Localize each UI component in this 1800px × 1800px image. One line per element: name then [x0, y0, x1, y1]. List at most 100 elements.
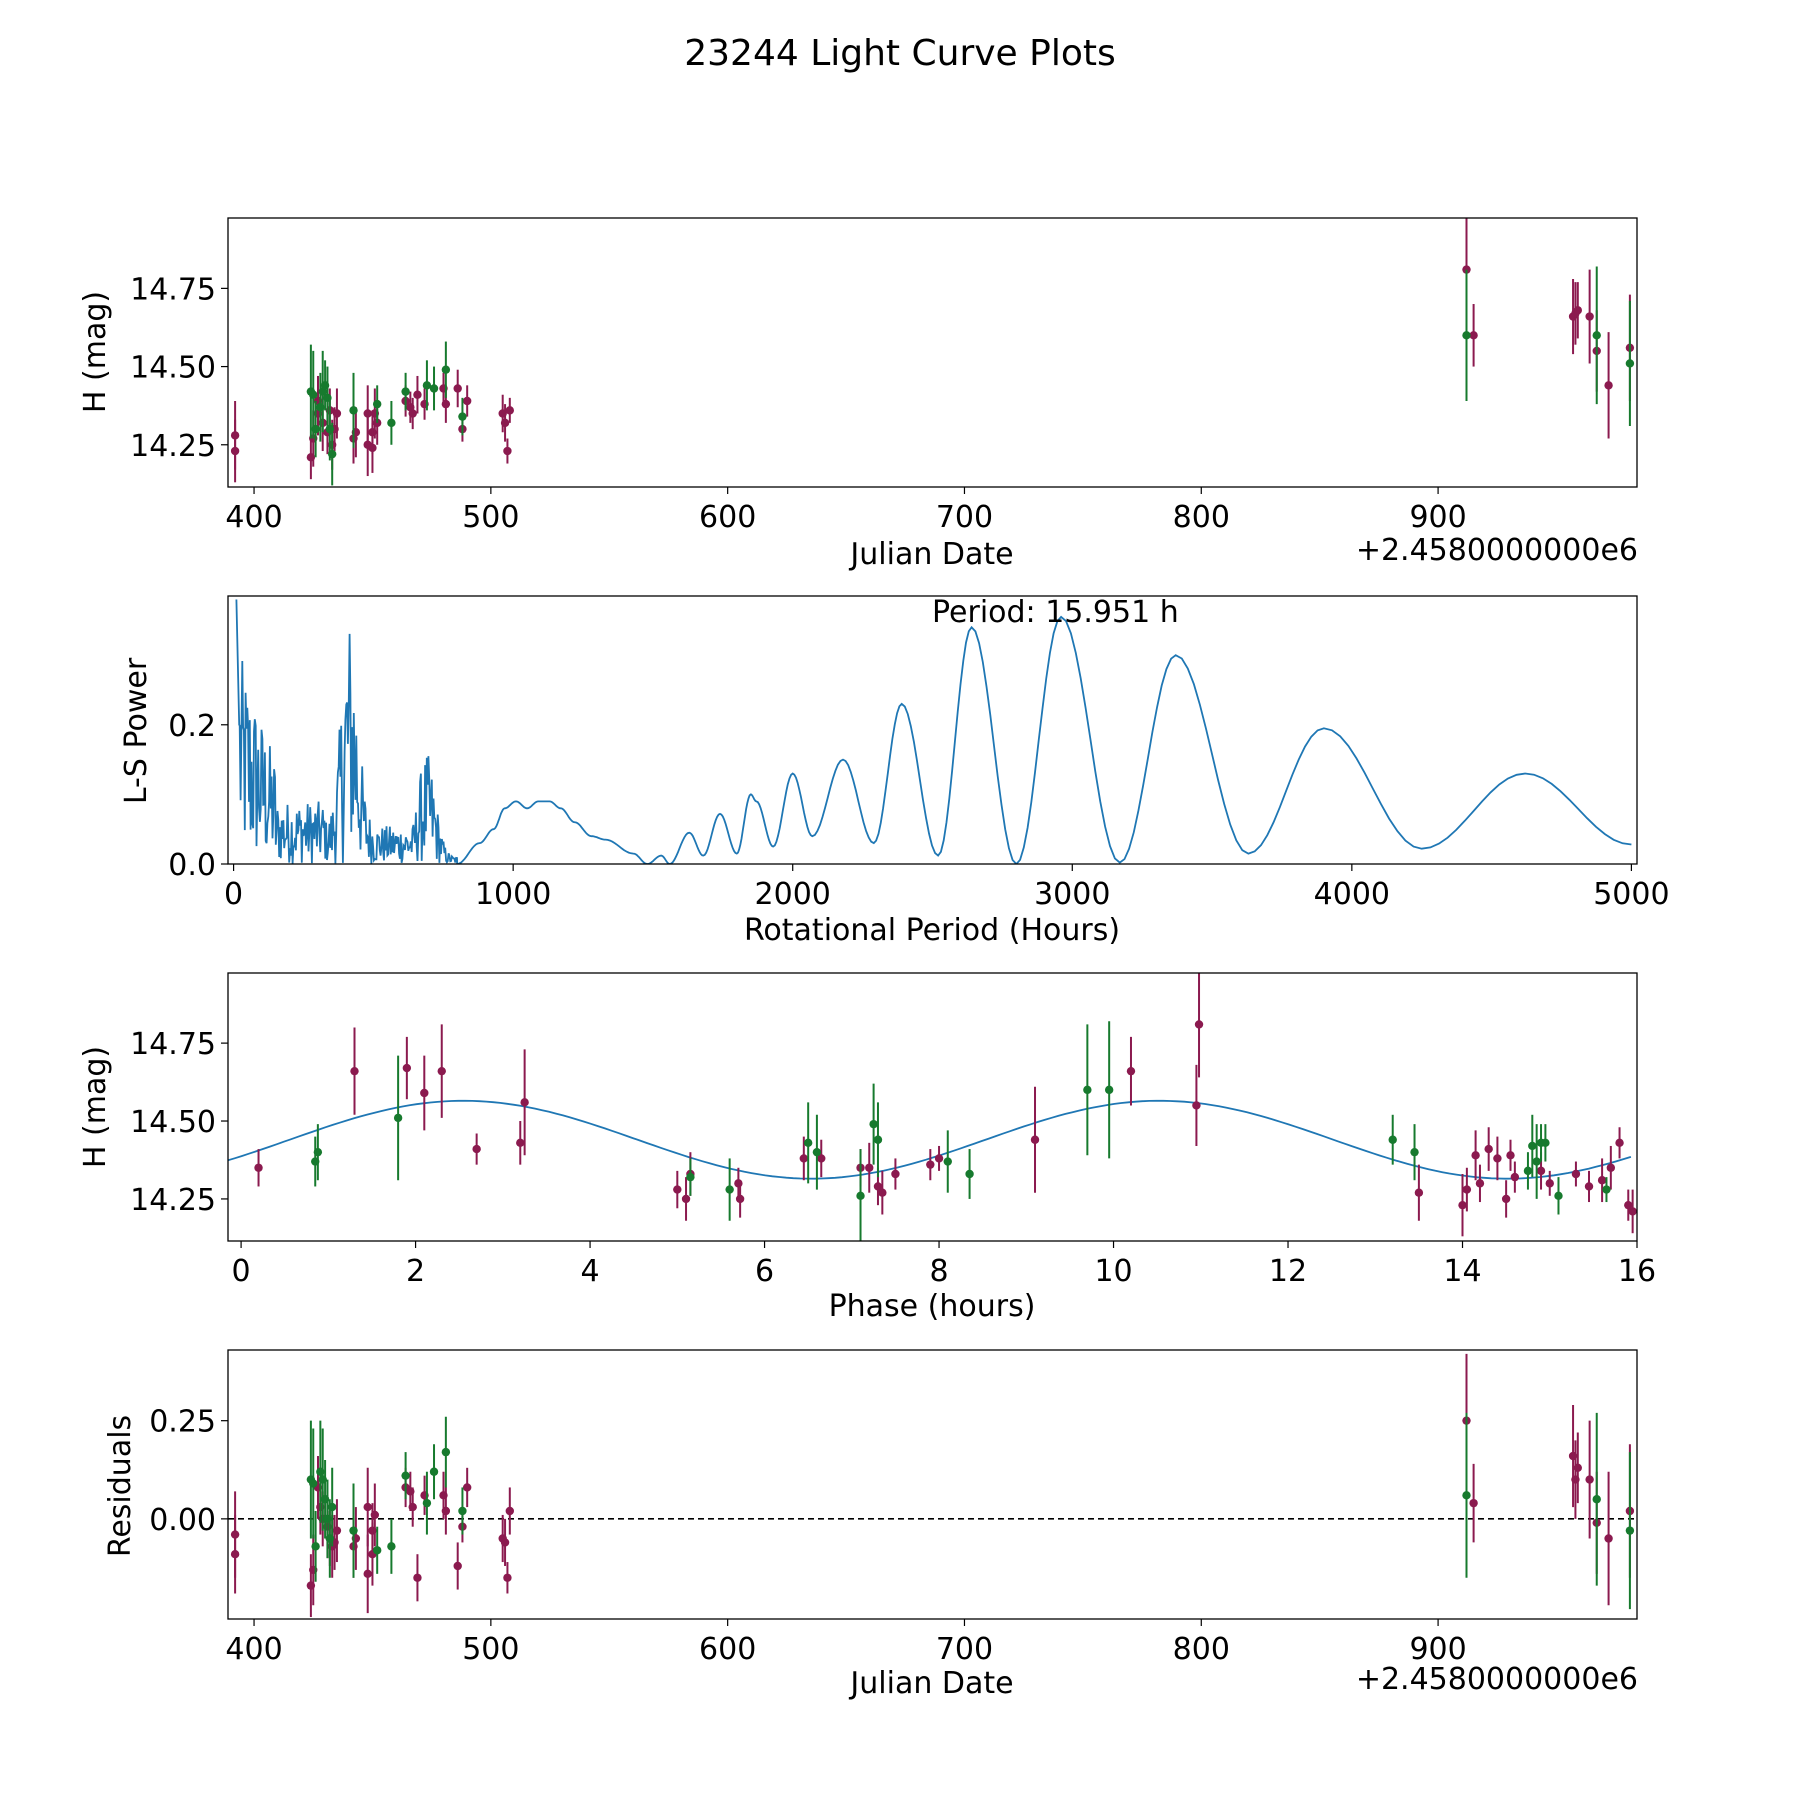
phased-filter_a-point	[1471, 1151, 1480, 1160]
periodogram-xtick-label: 3000	[1034, 877, 1110, 912]
lightcurve-filter_b-point	[1592, 331, 1601, 340]
phased-filter_b-point	[873, 1135, 883, 1144]
periodogram-xtick-label: 1000	[475, 877, 551, 912]
lightcurve-filter_a-point	[462, 396, 472, 406]
residuals-filter_a-point	[408, 1502, 417, 1512]
residuals-filter_b-point	[372, 1546, 382, 1555]
phased-ytick-label: 14.75	[130, 1027, 216, 1062]
residuals-frame	[227, 1349, 1638, 1620]
residuals-filter_a-point	[332, 1526, 342, 1535]
phased-filter_a-point	[799, 1154, 809, 1163]
residuals-filter_b-point	[441, 1447, 451, 1457]
phased-xtick-label: 12	[1269, 1254, 1307, 1289]
lightcurve-offset-label: +2.4580000000e6	[1356, 533, 1638, 568]
lightcurve-filter_b-point	[401, 387, 410, 396]
phased-filter_a-point	[934, 1154, 944, 1163]
phased-filter_a-point	[1030, 1135, 1040, 1144]
phased-filter_a-point	[926, 1160, 935, 1169]
lightcurve-xtick-label: 800	[1173, 500, 1230, 535]
lightcurve-filter_b-point	[441, 365, 451, 374]
phased-filter_a-point	[1506, 1151, 1515, 1160]
phased-frame	[227, 972, 1638, 1242]
lightcurve-filter_a-point	[408, 409, 417, 418]
phased-filter_a-point	[734, 1179, 743, 1188]
residuals-ytick-label: 0.00	[149, 1503, 216, 1538]
lightcurve-filter_b-point	[327, 449, 337, 459]
residuals-filter_b-point	[311, 1542, 320, 1551]
residuals-filter_a-point	[503, 1573, 512, 1582]
phased-filter_b-point	[812, 1147, 822, 1157]
lightcurve-filter_a-point	[413, 390, 422, 399]
lightcurve-filter_b-point	[311, 424, 320, 434]
phased-filter_b-point	[869, 1119, 878, 1129]
phased-filter_a-point	[1584, 1182, 1594, 1191]
phased-filter_a-point	[891, 1169, 900, 1179]
phased-filter_a-point	[1615, 1138, 1624, 1148]
phased-filter_a-point	[472, 1144, 481, 1154]
periodogram-xtick-label: 5000	[1593, 877, 1669, 912]
phased-filter_b-point	[1523, 1166, 1533, 1176]
phased-filter_a-point	[254, 1163, 263, 1172]
phased-filter_a-point	[520, 1098, 529, 1107]
phased-filter_b-point	[1388, 1135, 1397, 1144]
phased-xtick-label: 16	[1618, 1254, 1656, 1289]
phased-filter_a-point	[673, 1185, 682, 1194]
phased-filter_a-point	[1475, 1179, 1485, 1188]
lightcurve-filter_a-point	[1573, 306, 1582, 315]
phased-filter_a-point	[1571, 1169, 1581, 1179]
panel-phased: 0 2 4 6 8 10 12 14 16 14.25 14.50 14.75	[130, 972, 1656, 1289]
residuals-filter_b-point	[387, 1542, 396, 1551]
periodogram-frame	[227, 595, 1638, 865]
residuals-filter_a-point	[370, 1510, 380, 1520]
panel-lightcurve: 400 500 600 700 800 900 14.25 14.50 14.75	[130, 217, 1638, 535]
lightcurve-filter_b-point	[387, 418, 396, 428]
residuals-filter_b-point	[1592, 1495, 1601, 1504]
lightcurve-filter_b-point	[1462, 331, 1471, 340]
phased-filter_a-point	[420, 1088, 429, 1098]
lightcurve-filter_b-point	[429, 384, 439, 393]
phased-filter_a-point	[1624, 1200, 1633, 1210]
phased-ytick-label: 14.25	[130, 1183, 216, 1218]
residuals-filter_b-point	[422, 1498, 432, 1508]
residuals-filter_b-point	[458, 1506, 467, 1516]
phased-filter_a-point	[1414, 1188, 1424, 1197]
phased-xtick-label: 0	[232, 1254, 251, 1289]
residuals-filter_b-point	[349, 1526, 358, 1535]
phased-filter_b-point	[803, 1138, 813, 1148]
phased-filter_b-point	[725, 1185, 734, 1194]
phased-filter_a-point	[1536, 1166, 1546, 1176]
lightcurve-frame	[227, 217, 1638, 488]
periodogram-ytick-label: 0.0	[168, 848, 216, 883]
residuals-ytick-label: 0.25	[149, 1405, 216, 1440]
periodogram-ytick-label: 0.2	[168, 709, 216, 744]
residuals-filter_a-point	[413, 1573, 422, 1582]
residuals-xtick-label: 800	[1173, 1632, 1230, 1667]
phased-filter_a-point	[1194, 1020, 1204, 1029]
periodogram-xtick-label: 2000	[755, 877, 831, 912]
lightcurve-filter_b-point	[349, 406, 358, 415]
phased-filter_b-point	[393, 1113, 403, 1123]
phased-filter_b-point	[1528, 1141, 1537, 1151]
residuals-filter_b-point	[429, 1467, 439, 1476]
phased-filter_a-point	[1628, 1207, 1637, 1216]
residuals-xtick-label: 700	[936, 1632, 993, 1667]
phased-filter_b-point	[313, 1147, 323, 1157]
residuals-filter_a-point	[441, 1506, 451, 1516]
lightcurve-ytick-label: 14.75	[130, 272, 216, 307]
residuals-xtick-label: 900	[1409, 1632, 1466, 1667]
phased-xtick-label: 8	[929, 1254, 948, 1289]
periodogram-xlabel: Rotational Period (Hours)	[744, 913, 1120, 948]
residuals-plot-area	[228, 1353, 1637, 1618]
lightcurve-xtick-label: 500	[462, 500, 519, 535]
phased-filter_a-point	[873, 1182, 883, 1191]
lightcurve-filter_a-point	[1604, 381, 1613, 390]
lightcurve-filter_a-point	[503, 446, 512, 456]
phased-xtick-label: 6	[755, 1254, 774, 1289]
lightcurve-filter_a-point	[230, 446, 240, 456]
lightcurve-xtick-label: 700	[936, 500, 993, 535]
residuals-ylabel: Residuals	[103, 1415, 138, 1557]
phased-filter_a-point	[1126, 1066, 1136, 1076]
phased-filter_a-point	[1192, 1101, 1201, 1110]
lightcurve-filter_a-point	[505, 406, 514, 415]
lightcurve-filter_b-point	[422, 381, 432, 390]
